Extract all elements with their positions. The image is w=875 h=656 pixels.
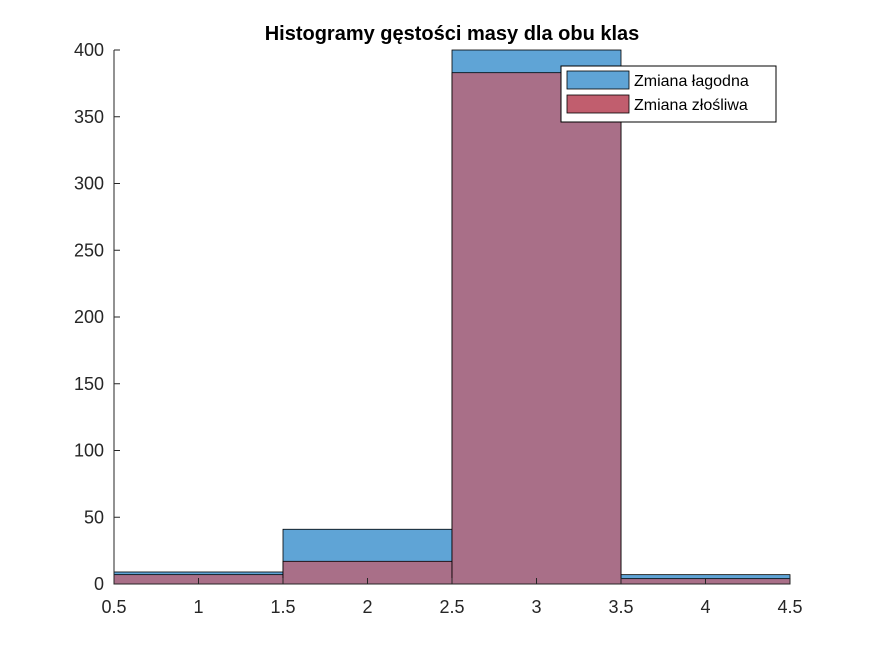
y-tick-label-6: 300 (74, 174, 104, 194)
x-tick-label-4: 2.5 (439, 597, 464, 617)
y-tick-label-8: 400 (74, 40, 104, 60)
x-tick-label-7: 4 (700, 597, 710, 617)
plot-area (113, 49, 791, 585)
x-tick-label-3: 2 (362, 597, 372, 617)
legend-label-0: Zmiana łagodna (634, 73, 749, 90)
legend-swatch-1 (566, 94, 630, 114)
chart-title: Histogramy gęstości masy dla obu klas (265, 23, 640, 45)
x-tick-label-1: 1 (193, 597, 203, 617)
axes: 0.5 1 1.5 2 2.5 3 3.5 4 4.5 0 50 100 150 200 250 300 350… (74, 40, 803, 617)
legend: Zmiana łagodna Zmiana złośliwa (560, 65, 777, 123)
legend-label-1: Zmiana złośliwa (634, 97, 748, 114)
y-tick-label-3: 150 (74, 374, 104, 394)
x-tick-label-0: 0.5 (101, 597, 126, 617)
y-tick-label-0: 0 (94, 574, 104, 594)
y-tick-label-4: 200 (74, 307, 104, 327)
y-tick-label-2: 100 (74, 441, 104, 461)
y-tick-label-1: 50 (84, 507, 104, 527)
x-tick-label-2: 1.5 (270, 597, 295, 617)
legend-swatch-0 (566, 70, 630, 90)
y-tick-label-5: 250 (74, 240, 104, 260)
x-tick-label-8: 4.5 (777, 597, 802, 617)
y-tick-label-7: 350 (74, 107, 104, 127)
bar-malignant-2 (451, 72, 622, 585)
x-tick-label-5: 3 (531, 597, 541, 617)
x-tick-label-6: 3.5 (608, 597, 633, 617)
